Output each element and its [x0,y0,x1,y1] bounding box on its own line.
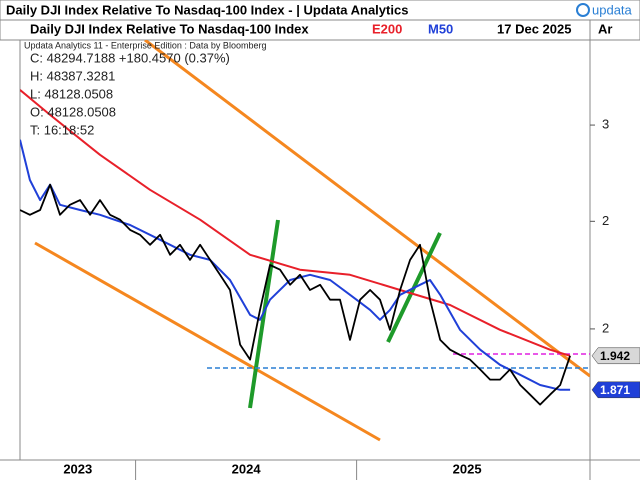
series-line [20,89,571,357]
chart-date: 17 Dec 2025 [497,21,571,36]
info-line: H: 48387.3281 [30,68,115,83]
axis-header: Ar [598,21,612,36]
info-panel: Updata Analytics 11 - Enterprise Edition… [24,40,266,137]
value-box [591,347,640,365]
info-line: O: 48128.0508 [30,104,116,119]
logo: updata [576,2,633,17]
value-box [591,381,640,399]
value-box-label: 1.871 [600,383,630,397]
series-line [20,139,571,391]
y-tick-label: 2 [602,213,609,228]
chart-title: Daily DJI Index Relative To Nasdaq-100 I… [30,21,309,36]
logo-text: updata [592,2,633,17]
lower-channel [34,241,381,442]
legend-m50: M50 [428,21,453,36]
info-line: Updata Analytics 11 - Enterprise Edition… [24,40,266,50]
y-tick-label: 3 [602,117,609,132]
upper-channel [144,40,590,378]
series-layer [20,89,571,406]
window-title: Daily DJI Index Relative To Nasdaq-100 I… [6,2,408,17]
value-box-label: 1.942 [600,349,630,363]
info-line: L: 48128.0508 [30,86,113,101]
legend-e200: E200 [372,21,402,36]
logo-icon [576,3,590,17]
series-line [20,183,571,406]
info-line: C: 48294.7188 +180.4570 (0.37%) [30,50,230,65]
x-tick-label: 2023 [63,461,92,476]
x-tick-label: 2024 [232,461,262,476]
info-line: T: 16:18:52 [30,122,94,137]
x-tick-label: 2025 [453,461,482,476]
y-tick-label: 2 [602,320,609,335]
